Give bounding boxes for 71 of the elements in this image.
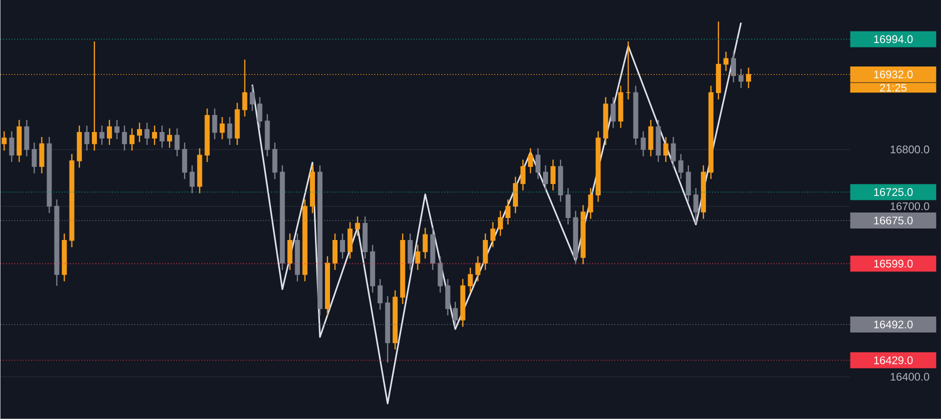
- candlestick: [610, 96, 616, 129]
- candlestick: [32, 142, 37, 174]
- candlestick: [9, 130, 14, 163]
- candlestick: [723, 51, 728, 72]
- candlestick: [512, 176, 518, 214]
- y-tick-label: 16700.0: [890, 202, 930, 210]
- candlestick: [686, 164, 691, 202]
- candlestick: [39, 136, 44, 174]
- candlestick: [482, 233, 488, 271]
- candlestick: [84, 125, 90, 152]
- candlestick: [475, 256, 480, 282]
- candlestick: [678, 153, 684, 180]
- text: 21:25: [880, 84, 907, 92]
- candlestick: [670, 136, 676, 168]
- candlestick: [332, 233, 338, 271]
- candlestick: [348, 222, 353, 260]
- candlestick: [190, 164, 195, 194]
- y-tick-label: 16800.0: [890, 146, 930, 154]
- candlestick: [490, 222, 496, 248]
- candlestick: [114, 119, 120, 140]
- candlestick: [408, 233, 413, 271]
- candlestick: [122, 125, 127, 152]
- candlestick: [505, 198, 510, 226]
- candlestick: [272, 142, 278, 180]
- candlestick: [257, 96, 262, 129]
- candlestick: [250, 85, 255, 112]
- candlestick: [2, 130, 7, 152]
- candlestick: [212, 108, 218, 140]
- line-series: [251, 22, 742, 404]
- candlestick: [422, 227, 428, 260]
- y-tick-label: 16400.0: [890, 372, 930, 381]
- candlestick: [174, 128, 180, 157]
- candlestick: [182, 142, 188, 180]
- candlestick: [550, 159, 556, 192]
- candlestick: [738, 68, 744, 89]
- candlestick: [144, 122, 150, 146]
- ref-line-label: 16599.0: [874, 260, 913, 268]
- candlestick: [520, 159, 526, 192]
- candlestick: [129, 128, 134, 152]
- candlestick: [415, 244, 420, 271]
- candlestick: [106, 119, 112, 146]
- candlestick: [378, 278, 383, 310]
- candlestick: [438, 256, 443, 294]
- candlestick: [24, 119, 30, 157]
- candlestick: [340, 233, 346, 260]
- candlestick: [287, 233, 292, 271]
- ref-line-label: 16675.0: [874, 216, 913, 224]
- candlestick: [160, 125, 165, 148]
- candlestick: [227, 116, 232, 146]
- candlestick: [640, 130, 646, 157]
- ref-line-label: 16429.0: [874, 356, 913, 364]
- candlestick: [167, 128, 172, 148]
- candlestick: [648, 119, 654, 157]
- candlestick: [528, 148, 533, 174]
- candlestick: [152, 125, 158, 146]
- candlestick: [445, 278, 450, 316]
- ref-line-label: 16932.0: [874, 70, 913, 78]
- candlestick: [99, 125, 104, 146]
- ref-line-label: 16725.0: [874, 188, 913, 196]
- candlestick: [543, 164, 548, 192]
- candlestick: [220, 116, 225, 140]
- candlestick: [588, 188, 594, 220]
- candlestick: [355, 216, 360, 237]
- candlestick: [137, 122, 142, 143]
- candlestick: [536, 148, 541, 180]
- candlestick: [663, 136, 668, 163]
- candlestick: [468, 267, 473, 294]
- candlestick: [498, 210, 503, 237]
- ref-line-label: 16492.0: [874, 320, 913, 328]
- candlestick: [730, 51, 736, 84]
- ref-line-label: 16994.0: [874, 35, 913, 44]
